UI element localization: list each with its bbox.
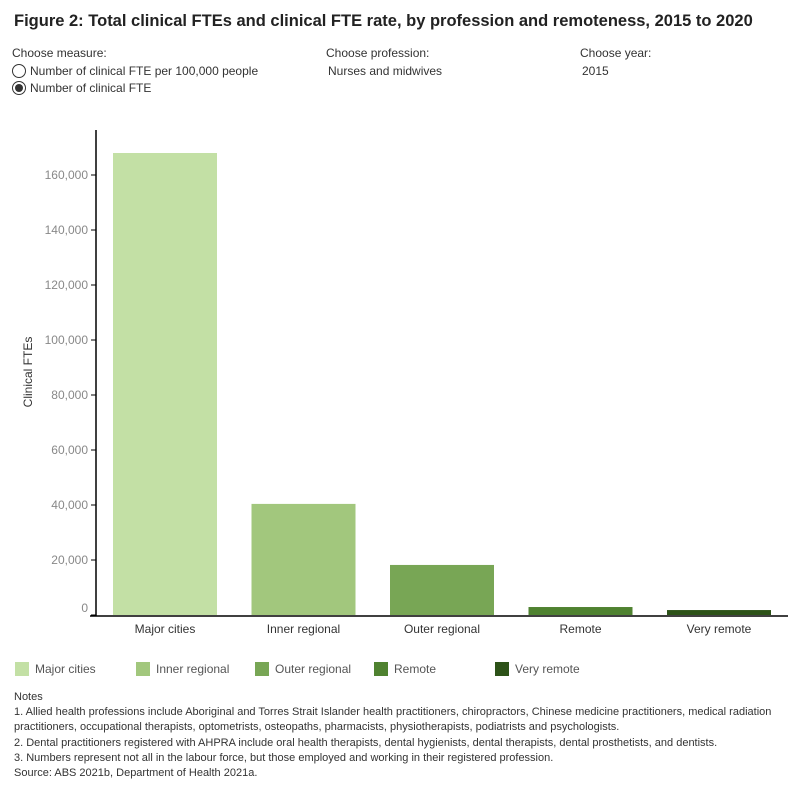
profession-select[interactable]: Nurses and midwives: [328, 64, 443, 78]
x-axis: Major cities Inner regional Outer regional…: [90, 615, 788, 636]
radio-count-label: Number of clinical FTE: [30, 81, 152, 95]
legend-label: Major cities: [35, 662, 96, 676]
notes: Notes 1. Allied health professions inclu…: [14, 690, 794, 781]
legend-item[interactable]: Inner regional: [136, 662, 229, 676]
legend-swatch: [136, 662, 150, 676]
y-axis-label: Clinical FTEs: [21, 337, 35, 408]
profession-label: Choose profession:: [326, 46, 430, 60]
legend-label: Inner regional: [156, 662, 230, 676]
bar-outer-regional[interactable]: [390, 564, 494, 615]
bar-inner-regional[interactable]: [251, 503, 356, 615]
x-tick-label: Major cities: [135, 622, 196, 636]
legend-item[interactable]: Major cities: [15, 662, 96, 676]
radio-rate-label: Number of clinical FTE per 100,000 peopl…: [30, 64, 259, 78]
measure-label: Choose measure:: [12, 46, 107, 60]
legend-swatch: [374, 662, 388, 676]
y-tick-label: 140,000: [45, 223, 89, 237]
radio-selected-icon[interactable]: [12, 81, 26, 95]
y-axis: 0 20,000 40,000 60,000 80,000 100,000 120,000 1…: [45, 130, 97, 616]
year-label: Choose year:: [580, 46, 652, 60]
legend-item[interactable]: Outer regional: [255, 662, 351, 676]
x-tick-label: Inner regional: [267, 622, 340, 636]
bar-chart: Clinical FTEs 0 20,000 40,000 60,000 80,000 1…: [21, 130, 788, 636]
radio-count[interactable]: Number of clinical FTE: [12, 81, 151, 95]
y-tick-label: 80,000: [51, 388, 88, 402]
y-tick-label: 0: [81, 601, 88, 615]
bars: [113, 153, 771, 615]
radio-unselected-icon[interactable]: [12, 64, 26, 78]
year-select[interactable]: 2015: [582, 64, 609, 78]
y-tick-label: 60,000: [51, 443, 88, 457]
figure-title: Figure 2: Total clinical FTEs and clinic…: [14, 12, 753, 30]
y-tick-label: 40,000: [51, 498, 88, 512]
y-tick-label: 120,000: [45, 278, 89, 292]
legend-swatch: [495, 662, 509, 676]
legend-label: Very remote: [515, 662, 580, 676]
note-3: 3. Numbers represent not all in the labo…: [14, 751, 554, 764]
bar-remote[interactable]: [528, 607, 633, 615]
source-note: Source: ABS 2021b, Department of Health …: [14, 767, 258, 780]
legend-swatch: [255, 662, 269, 676]
x-tick-label: Remote: [559, 622, 601, 636]
legend-item[interactable]: Remote: [374, 662, 436, 676]
x-tick-label: Outer regional: [404, 622, 480, 636]
legend-label: Outer regional: [275, 662, 352, 676]
x-tick-label: Very remote: [687, 622, 752, 636]
bar-very-remote[interactable]: [667, 610, 771, 615]
legend-swatch: [15, 662, 29, 676]
legend-label: Remote: [394, 662, 437, 676]
radio-rate[interactable]: Number of clinical FTE per 100,000 peopl…: [12, 64, 258, 78]
y-tick-label: 160,000: [45, 168, 89, 182]
legend-item[interactable]: Very remote: [495, 662, 580, 676]
notes-heading: Notes: [14, 691, 43, 703]
bar-major-cities[interactable]: [113, 153, 217, 615]
note-1: 1. Allied health professions include Abo…: [14, 706, 772, 734]
y-tick-label: 20,000: [51, 553, 88, 567]
note-2: 2. Dental practitioners registered with …: [14, 736, 718, 749]
y-tick-label: 100,000: [45, 333, 89, 347]
